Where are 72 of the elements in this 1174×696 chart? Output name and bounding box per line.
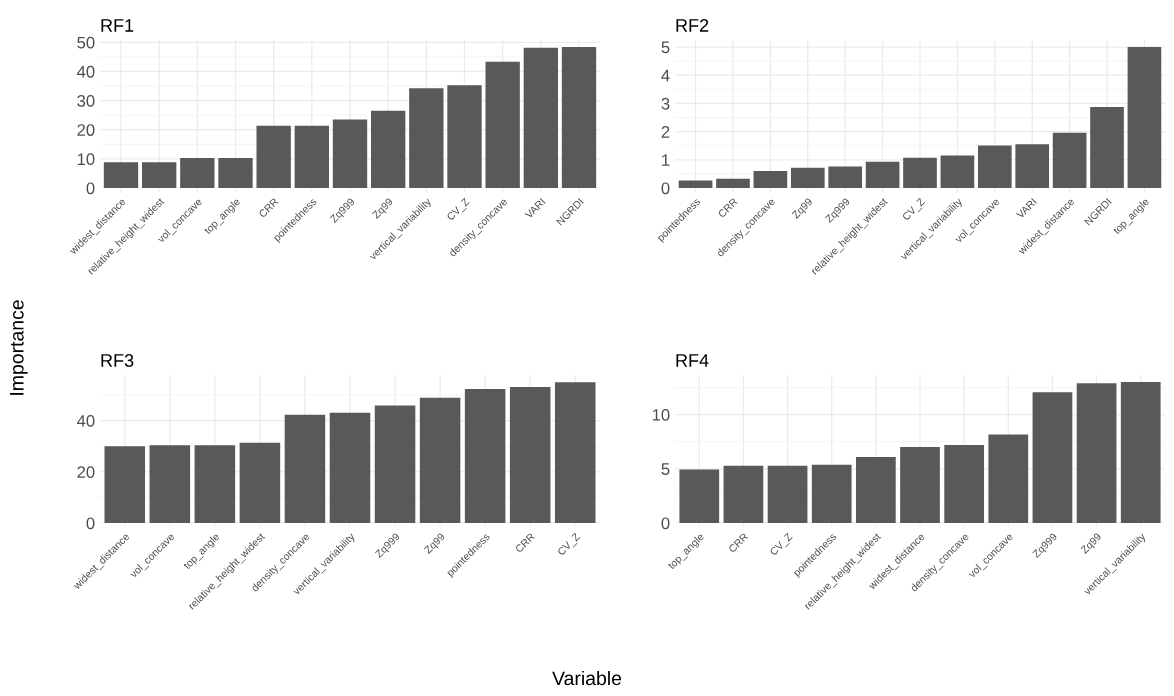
- bar: [485, 61, 520, 188]
- chart-title: RF1: [101, 19, 134, 32]
- bar: [940, 155, 975, 188]
- bar: [1120, 382, 1161, 523]
- bar: [103, 162, 139, 188]
- bar: [409, 88, 444, 188]
- y-tick-label: 50: [77, 36, 95, 49]
- bar: [716, 178, 750, 188]
- x-axis-title: Variable: [552, 670, 622, 686]
- bar: [509, 387, 551, 523]
- bar: [104, 446, 146, 523]
- bar: [1076, 383, 1117, 523]
- y-axis-title: Importance: [10, 300, 28, 395]
- chart-title: RF4: [676, 354, 709, 367]
- bar: [988, 434, 1029, 523]
- chart-title: RF2: [676, 19, 709, 32]
- y-tick-label: 20: [77, 124, 95, 136]
- bar: [329, 412, 371, 523]
- bar: [332, 119, 368, 188]
- bar: [194, 445, 236, 523]
- bar: [180, 157, 215, 188]
- bar: [554, 382, 596, 523]
- y-tick-label: 40: [76, 414, 95, 427]
- bar: [284, 414, 326, 523]
- y-tick-label: 5: [661, 463, 670, 475]
- bar: [1032, 392, 1073, 523]
- bar: [900, 447, 940, 523]
- bar: [767, 465, 808, 523]
- y-tick-label: 0: [661, 182, 670, 195]
- y-tick-label: 10: [652, 408, 670, 421]
- bar: [790, 167, 825, 188]
- y-tick-label: 20: [77, 466, 95, 478]
- y-tick-label: 0: [661, 517, 670, 530]
- bar: [464, 389, 506, 523]
- bar: [447, 85, 482, 188]
- chart-title: RF3: [101, 354, 134, 367]
- bar: [1052, 132, 1087, 188]
- bar: [811, 464, 852, 523]
- bar: [149, 445, 191, 523]
- bar: [855, 456, 896, 523]
- bar: [1090, 107, 1124, 188]
- bar: [828, 166, 863, 188]
- bar: [1015, 144, 1050, 188]
- bar: [370, 110, 406, 188]
- bar: [419, 397, 461, 523]
- bar: [561, 46, 597, 188]
- bar: [944, 444, 985, 523]
- y-tick-label: 10: [77, 153, 95, 166]
- bar: [374, 405, 416, 523]
- y-tick-label: 0: [86, 517, 95, 530]
- bar: [977, 145, 1012, 188]
- bar: [1127, 47, 1162, 188]
- bar: [679, 469, 720, 523]
- bar: [865, 161, 900, 188]
- bar: [678, 180, 713, 188]
- y-tick-label: 5: [661, 41, 670, 54]
- y-tick-label: 40: [76, 65, 95, 78]
- bar: [723, 465, 764, 523]
- bar: [141, 162, 177, 188]
- bar: [903, 157, 937, 188]
- bar: [218, 157, 253, 188]
- y-tick-label: 3: [661, 97, 670, 110]
- y-tick-label: 0: [86, 182, 95, 195]
- bar: [256, 125, 291, 188]
- bar: [523, 47, 559, 188]
- y-tick-label: 30: [77, 95, 95, 107]
- bar: [753, 171, 788, 188]
- bar: [239, 442, 281, 523]
- y-tick-label: 2: [661, 126, 670, 138]
- y-tick-label: 4: [661, 69, 670, 82]
- bar: [294, 125, 330, 188]
- y-tick-label: 1: [662, 154, 670, 166]
